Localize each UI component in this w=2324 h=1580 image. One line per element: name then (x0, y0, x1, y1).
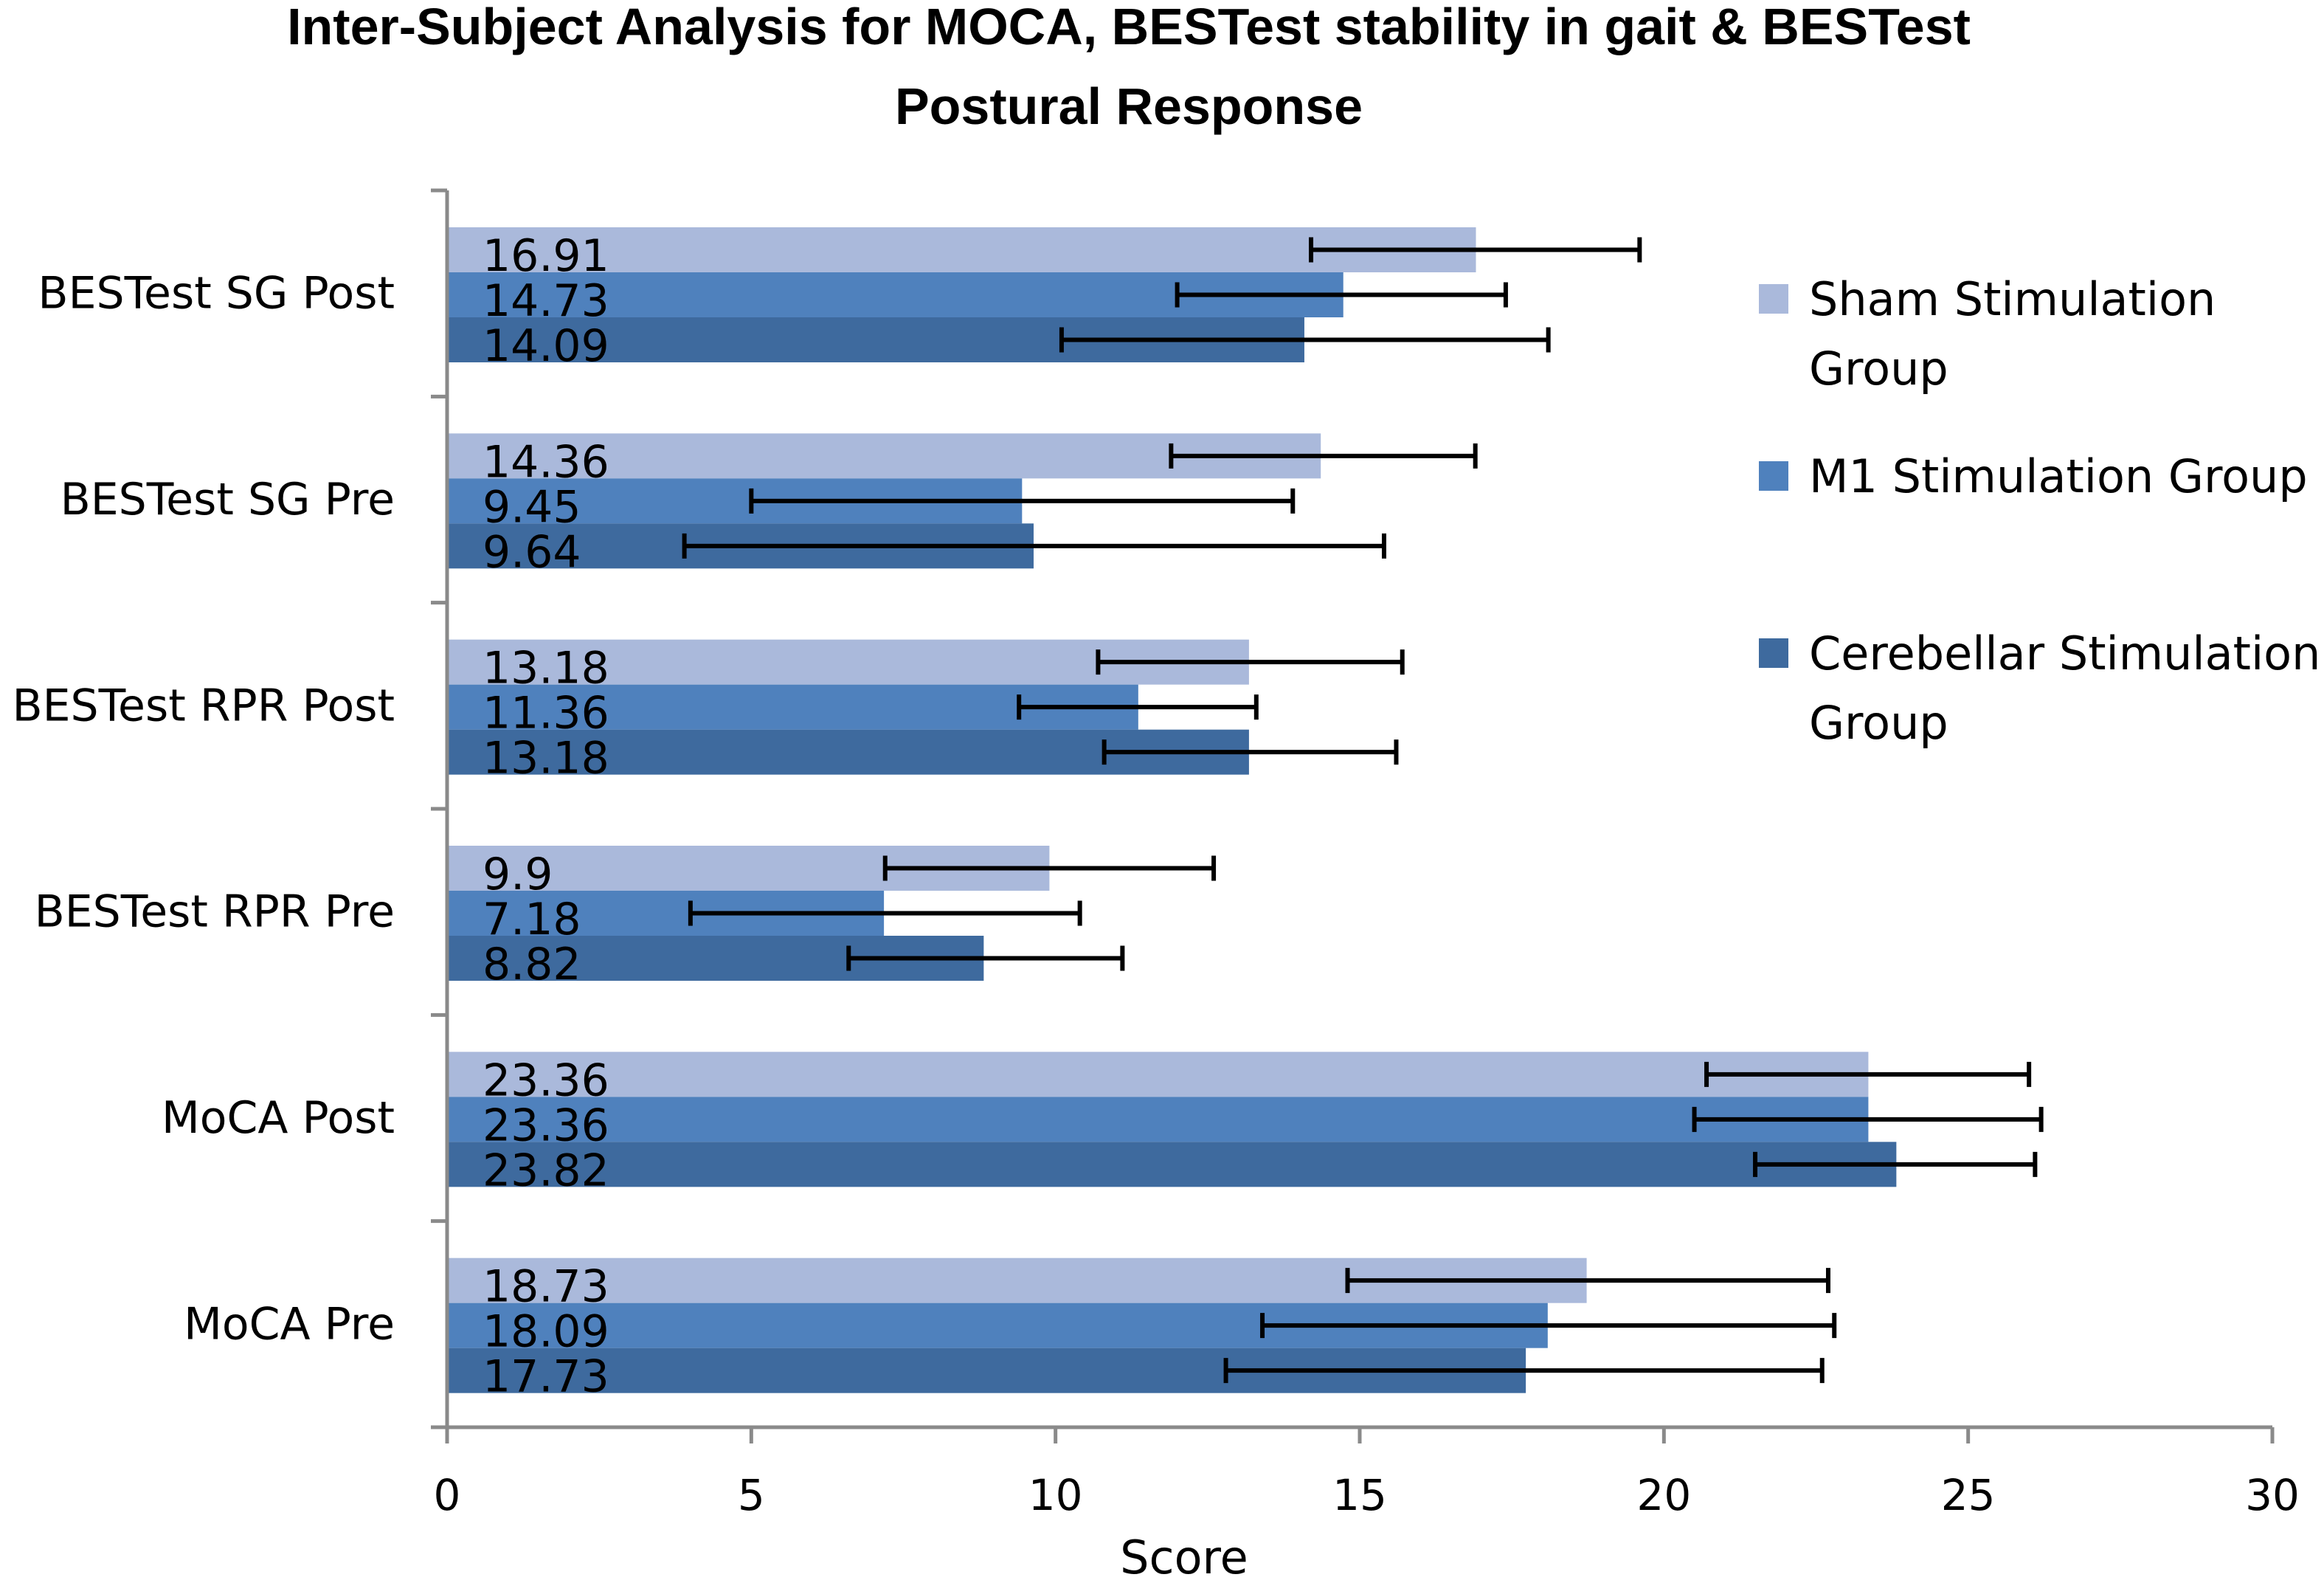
error-bar-moca-pre-m1-stimulation-group (1260, 1313, 1837, 1339)
legend-label-cerebellar-stimulation-group-line-2: Group (1809, 696, 1948, 750)
legend-swatch-m1-stimulation-group (1759, 461, 1788, 491)
x-tick-label-15: 15 (1332, 1470, 1387, 1520)
error-bar-bestest-rpr-pre-m1-stimulation-group (688, 900, 1082, 926)
data-label-bestest-rpr-pre-cerebellar-stimulation-group: 8.82 (483, 939, 581, 990)
category-label-moca-post: MoCA Post (162, 1092, 395, 1144)
error-bar-moca-post-cerebellar-stimulation-group (1753, 1151, 2038, 1177)
category-label-bestest-sg-post: BESTest SG Post (38, 268, 395, 320)
error-bar-moca-post-sham-stimulation-group (1704, 1061, 2032, 1087)
x-tick-label-0: 0 (434, 1470, 461, 1520)
error-bar-bestest-sg-post-m1-stimulation-group (1175, 282, 1508, 308)
legend-label-sham-stimulation-group-line-1: Sham Stimulation (1809, 272, 2216, 326)
error-bar-bestest-sg-pre-sham-stimulation-group (1169, 443, 1478, 469)
error-bar-bestest-rpr-post-cerebellar-stimulation-group (1102, 739, 1399, 765)
legend-swatch-sham-stimulation-group (1759, 284, 1788, 314)
error-bar-bestest-rpr-post-sham-stimulation-group (1096, 649, 1405, 675)
error-bar-bestest-sg-pre-m1-stimulation-group (749, 488, 1296, 514)
error-bar-bestest-rpr-post-m1-stimulation-group (1017, 694, 1259, 720)
x-tick-label-20: 20 (1636, 1470, 1691, 1520)
data-label-bestest-rpr-post-cerebellar-stimulation-group: 13.18 (483, 733, 609, 784)
x-tick-label-25: 25 (1941, 1470, 1996, 1520)
category-label-moca-pre: MoCA Pre (184, 1298, 395, 1350)
bar-moca-post-sham-stimulation-group (447, 1052, 1869, 1097)
bar-moca-post-m1-stimulation-group (447, 1097, 1869, 1142)
x-axis-title: Score (1120, 1531, 1248, 1580)
chart-title-line-1: Inter-Subject Analysis for MOCA, BESTest… (287, 0, 1971, 55)
error-bar-bestest-rpr-pre-sham-stimulation-group (882, 855, 1217, 881)
legend-swatch-cerebellar-stimulation-group (1759, 638, 1788, 668)
bar-bestest-sg-post-sham-stimulation-group (447, 227, 1476, 272)
legend-item-m1-stimulation-group: M1 Stimulation Group (1759, 449, 2308, 503)
data-label-bestest-sg-post-cerebellar-stimulation-group: 14.09 (483, 320, 609, 372)
error-bar-bestest-sg-post-cerebellar-stimulation-group (1059, 327, 1551, 353)
data-label-bestest-sg-pre-cerebellar-stimulation-group: 9.64 (483, 526, 581, 578)
legend: Sham Stimulation Group M1 Stimulation Grou… (1759, 272, 2320, 750)
legend-label-cerebellar-stimulation-group-line-1: Cerebellar Stimulation (1809, 627, 2320, 680)
error-bar-moca-pre-cerebellar-stimulation-group (1223, 1358, 1825, 1384)
category-label-bestest-rpr-post: BESTest RPR Post (12, 680, 395, 731)
error-bar-moca-post-m1-stimulation-group (1692, 1106, 2044, 1132)
legend-label-m1-stimulation-group-line-1: M1 Stimulation Group (1809, 449, 2308, 503)
legend-label-sham-stimulation-group-line-2: Group (1809, 342, 1948, 396)
error-bar-bestest-sg-pre-cerebellar-stimulation-group (682, 533, 1386, 559)
category-label-bestest-sg-pre: BESTest SG Pre (60, 474, 395, 525)
error-bar-moca-pre-sham-stimulation-group (1345, 1268, 1830, 1294)
x-tick-label-30: 30 (2245, 1470, 2300, 1520)
category-label-bestest-rpr-pre: BESTest RPR Pre (35, 886, 395, 938)
bar-moca-post-cerebellar-stimulation-group (447, 1142, 1897, 1187)
x-tick-label-10: 10 (1028, 1470, 1083, 1520)
error-bar-bestest-sg-post-sham-stimulation-group (1309, 237, 1642, 263)
legend-item-cerebellar-stimulation-group: Cerebellar Stimulation Group (1759, 627, 2320, 750)
data-label-moca-post-cerebellar-stimulation-group: 23.82 (483, 1145, 609, 1196)
error-bar-bestest-rpr-pre-cerebellar-stimulation-group (846, 945, 1125, 971)
legend-item-sham-stimulation-group: Sham Stimulation Group (1759, 272, 2216, 396)
chart-title-line-2: Postural Response (895, 77, 1363, 135)
x-tick-label-5: 5 (738, 1470, 765, 1520)
data-label-moca-pre-cerebellar-stimulation-group: 17.73 (483, 1351, 609, 1403)
